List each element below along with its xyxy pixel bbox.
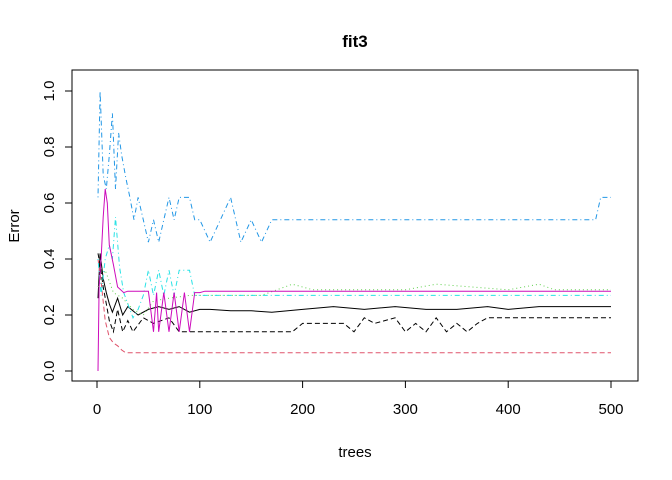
x-axis-label: trees	[338, 444, 371, 461]
series-line-5	[97, 90, 611, 244]
y-axis: 0.0 0.2 0.4 0.6 0.8 1.0	[41, 81, 73, 382]
y-tick-label: 0.2	[41, 305, 58, 326]
series-layer	[97, 90, 611, 372]
plot-area-frame	[71, 69, 639, 382]
y-tick-label: 0.4	[41, 249, 58, 270]
y-tick-label: 0.6	[41, 193, 58, 214]
series-line-7	[97, 188, 611, 372]
series-line-1	[97, 253, 611, 317]
x-tick-label: 300	[393, 401, 418, 418]
series-line-2	[97, 253, 611, 334]
x-axis: 0 100 200 300 400 500	[93, 380, 624, 418]
y-tick-label: 1.0	[41, 81, 58, 102]
y-tick-label: 0.0	[41, 361, 58, 382]
x-tick-label: 400	[496, 401, 521, 418]
y-tick-label: 0.8	[41, 137, 58, 158]
chart-title: fit3	[342, 32, 368, 51]
x-tick-label: 200	[290, 401, 315, 418]
x-tick-label: 0	[93, 401, 101, 418]
x-tick-label: 500	[598, 401, 623, 418]
x-tick-label: 100	[187, 401, 212, 418]
y-axis-label: Error	[6, 209, 23, 242]
series-line-3	[97, 258, 611, 354]
